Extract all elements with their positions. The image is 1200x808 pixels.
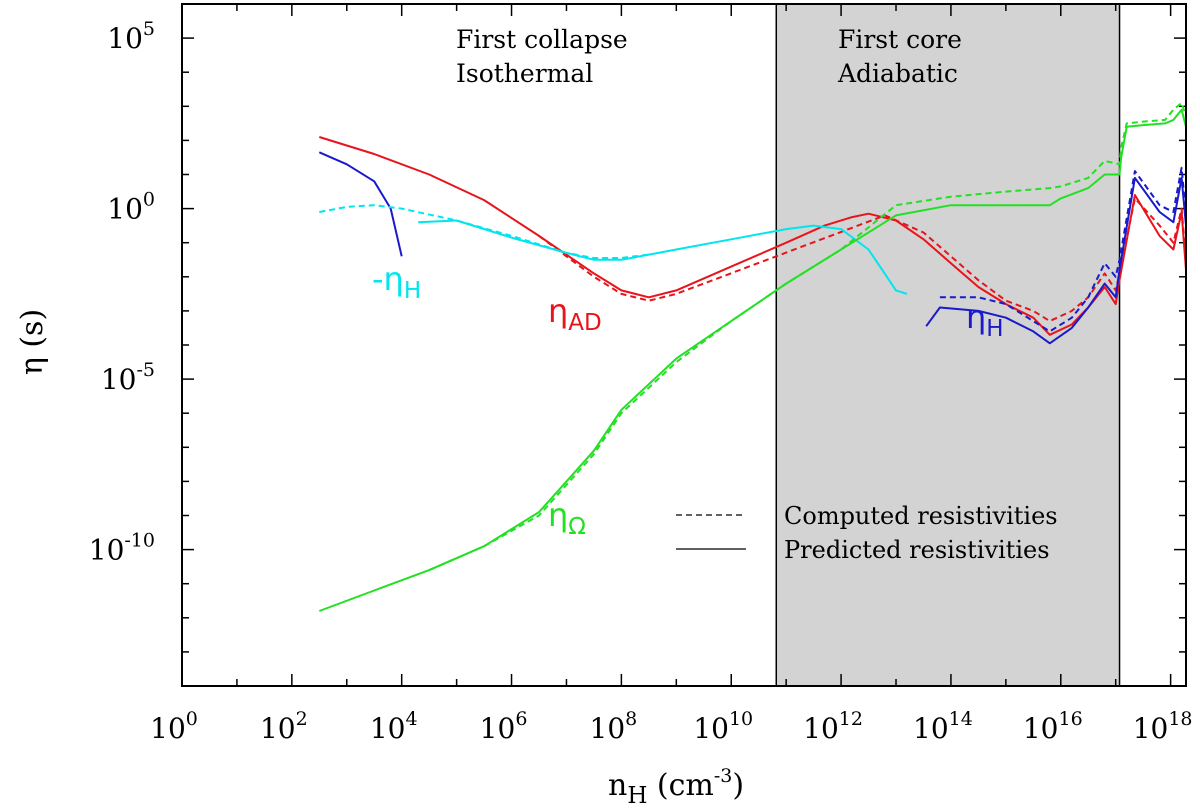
series-line-dashed [319, 204, 649, 259]
y-tick-label: 10-5 [101, 359, 155, 396]
series-line-dashed [428, 101, 1187, 572]
x-tick-label: 104 [370, 708, 418, 745]
legend-label-predicted: Predicted resistivities [784, 536, 1050, 564]
y-tick-label: 10-10 [89, 530, 155, 567]
series-label-eta-hall: ηH [966, 298, 1004, 342]
y-tick-labels: 105 100 10-5 10-10 [89, 18, 155, 567]
x-tick-label: 108 [590, 708, 638, 745]
series-line-dashed [939, 166, 1187, 333]
x-tick-label: 106 [480, 708, 528, 745]
series-line-solid [925, 176, 1187, 345]
y-tick-label: 100 [107, 189, 155, 226]
x-tick-label: 102 [260, 708, 308, 745]
series-line-solid [318, 108, 1187, 612]
series-label-eta-ohm: ηΩ [548, 496, 586, 540]
y-axis-title: η (s) [15, 309, 50, 375]
series-line-solid [318, 151, 403, 257]
legend: Computed resistivities Predicted resisti… [676, 502, 1058, 564]
y-tick-label: 105 [107, 18, 155, 55]
x-axis-title: nH (cm-3) [608, 765, 744, 808]
x-tick-label: 100 [150, 708, 198, 745]
region-label-collapse-line1: First collapse [456, 25, 628, 54]
x-tick-labels: 100 102 104 106 108 1010 1012 1014 1016 1018 [150, 708, 1192, 745]
series-line-dashed [538, 197, 1187, 323]
x-tick-label: 1014 [913, 708, 973, 745]
x-tick-label: 1010 [693, 708, 753, 745]
series-line-solid [319, 136, 1187, 336]
series-label-eta-ad: ηAD [548, 292, 602, 336]
x-tick-label: 1018 [1133, 708, 1193, 745]
region-label-core-line2: Adiabatic [837, 59, 958, 88]
data-series [318, 101, 1187, 612]
region-label-core-line1: First core [838, 25, 962, 54]
region-label-collapse-line2: Isothermal [456, 59, 593, 88]
x-tick-label: 1016 [1023, 708, 1083, 745]
first-core-shaded-region [776, 4, 1120, 686]
x-tick-label: 1012 [803, 708, 863, 745]
series-line-solid [418, 219, 908, 295]
legend-label-computed: Computed resistivities [784, 502, 1058, 530]
series-label-neg-eta-hall: -ηH [372, 260, 421, 304]
plot-frame [181, 3, 1187, 687]
